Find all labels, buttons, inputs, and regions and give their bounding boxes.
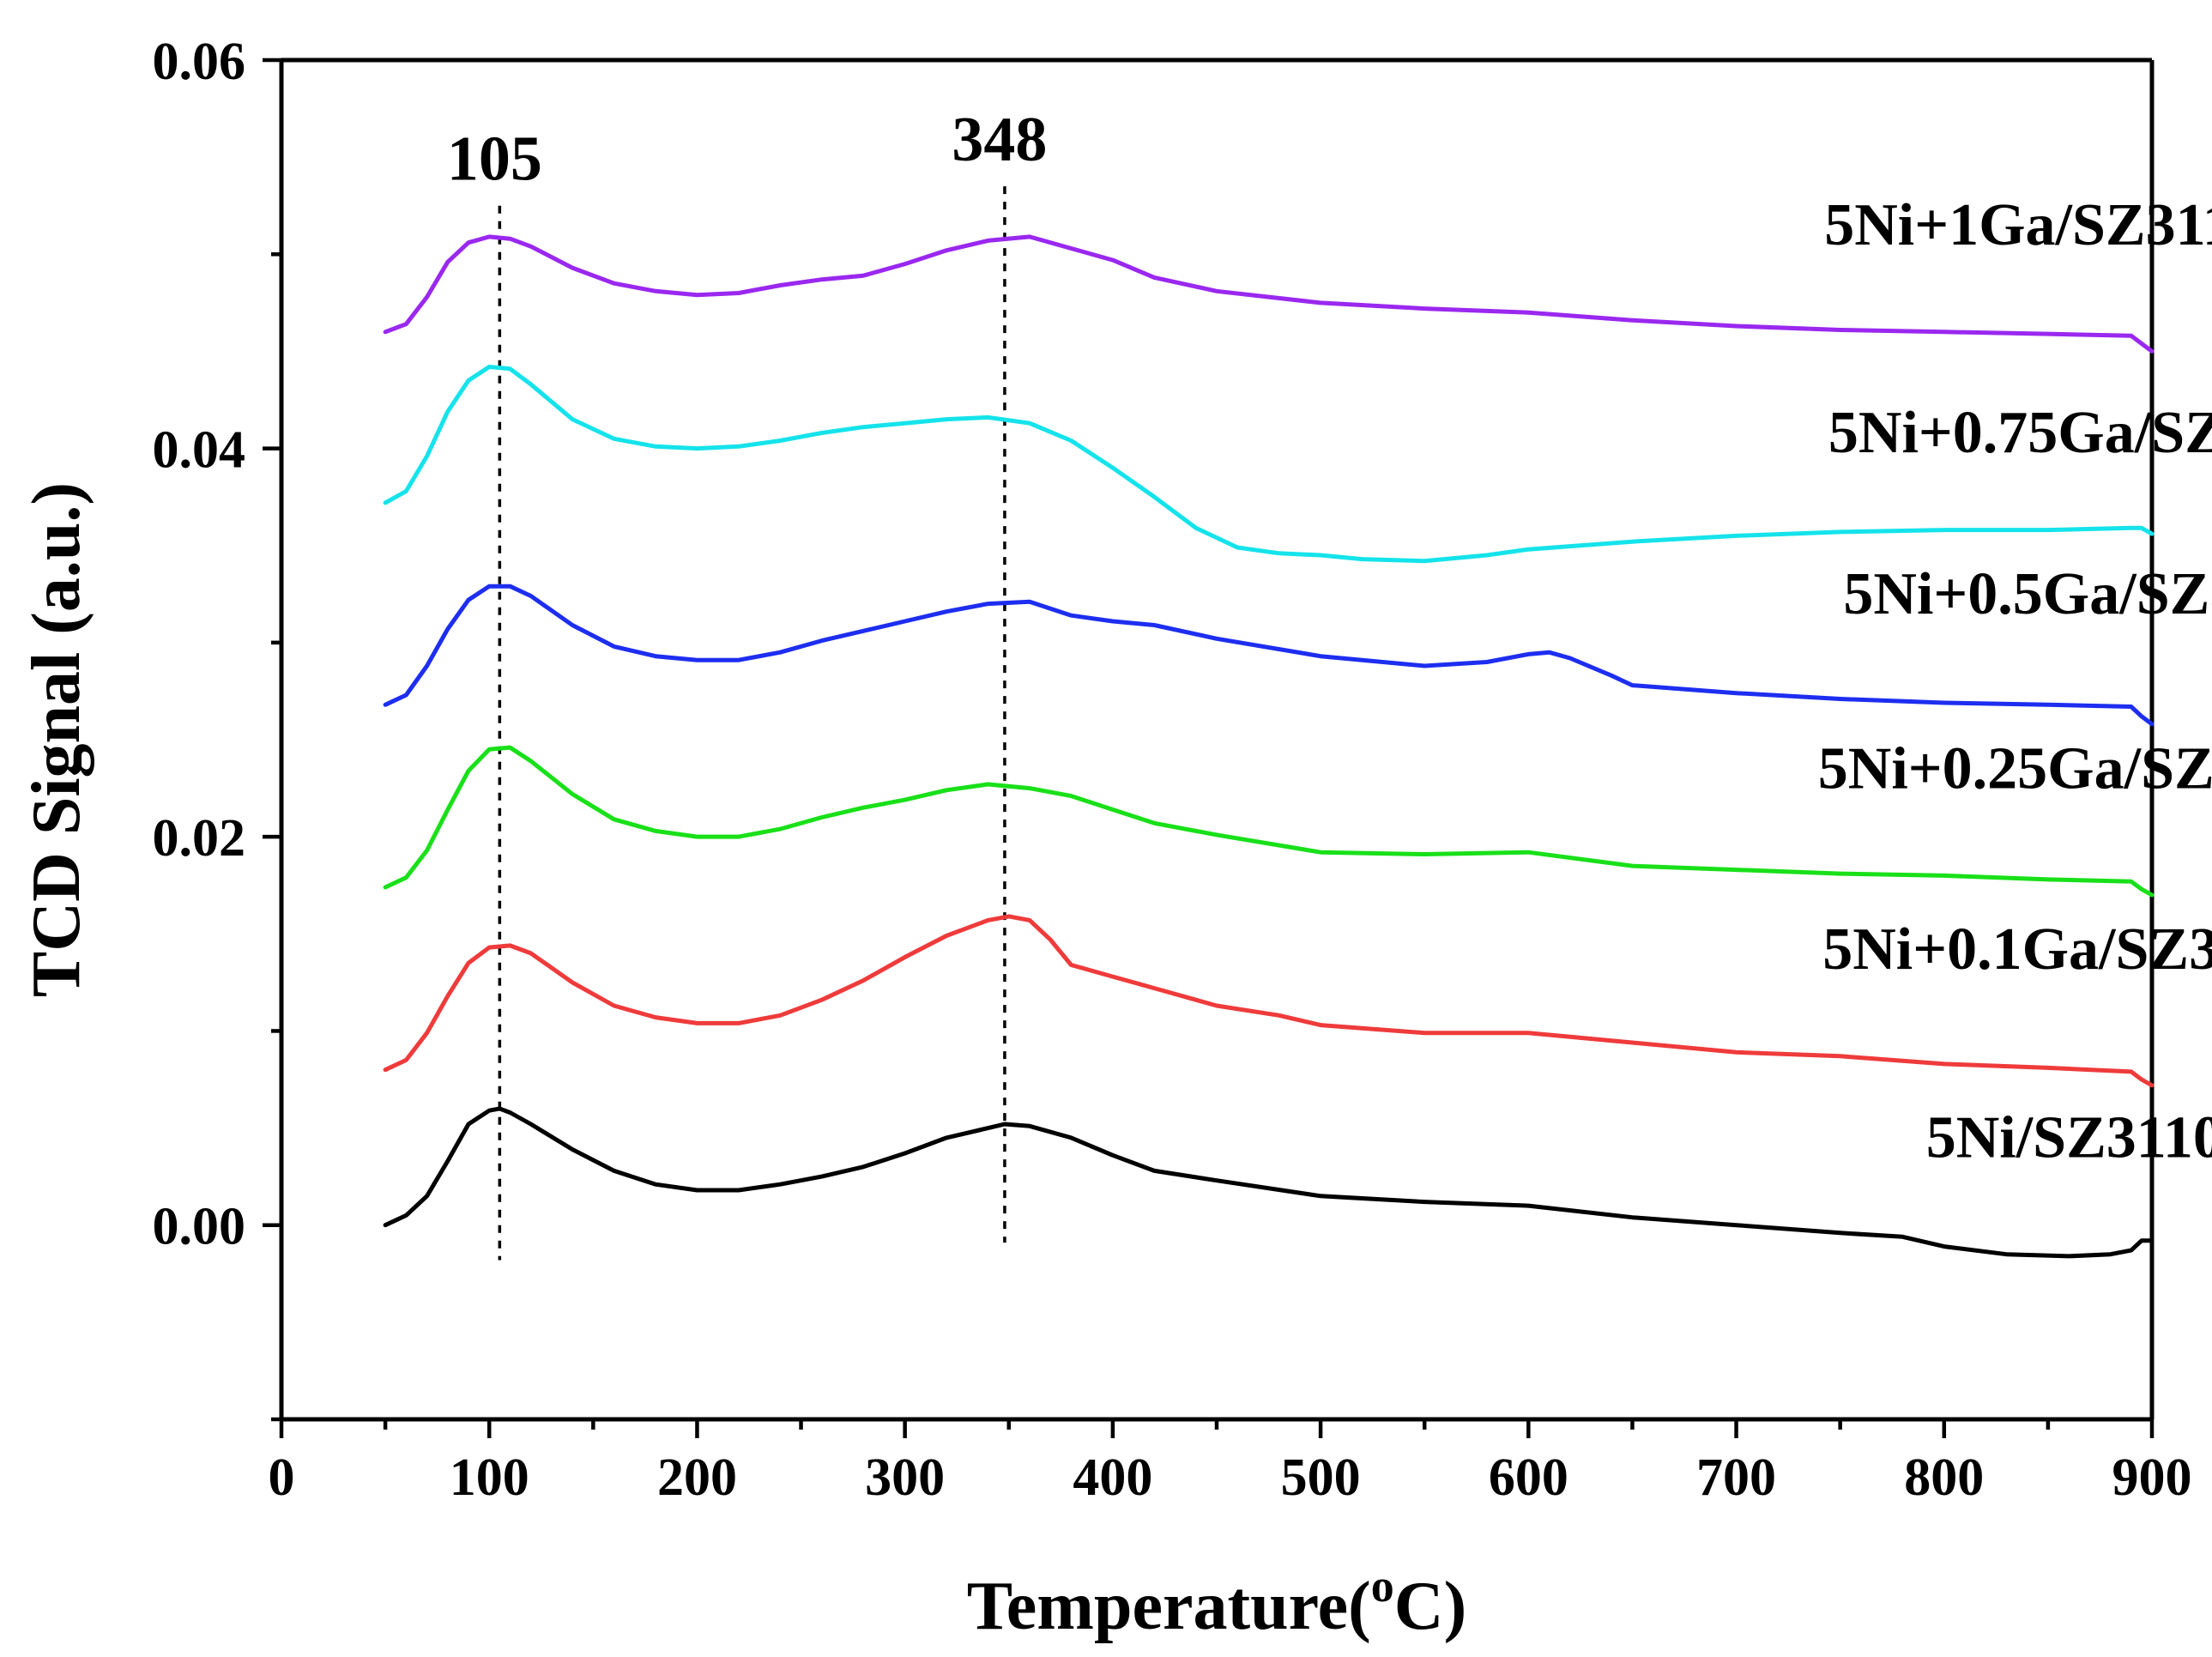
reference-label-105: 105 (447, 124, 542, 195)
series-line-5ni-1ga-sz31107 (383, 234, 2155, 354)
series-line-5ni-0-5ga-sz31107 (383, 584, 2155, 727)
x-tick-label-200: 200 (657, 1448, 737, 1507)
x-tick-label-300: 300 (865, 1448, 945, 1507)
x-tick-label-600: 600 (1489, 1448, 1568, 1507)
x-tick-label-500: 500 (1281, 1448, 1361, 1507)
y-axis-title: TCD Signal (a.u.) (19, 482, 94, 997)
x-tick-label-100: 100 (450, 1448, 529, 1507)
x-tick-label-400: 400 (1073, 1448, 1152, 1507)
reference-lines-layer: 105 348 (447, 105, 1047, 1261)
x-axis-title-suffix: C) (1394, 1569, 1466, 1644)
x-axis-title: Temperature(oC) (967, 1560, 1466, 1644)
x-axis-title-main: Temperature( (967, 1569, 1371, 1644)
series-line-5ni-0-25ga-sz31107 (383, 745, 2155, 898)
series-label-5ni-0-5ga-sz31107: 5Ni+0.5Ga/SZ31107 (1843, 561, 2212, 627)
x-tick-label-800: 800 (1904, 1448, 1984, 1507)
y-tick-label-0: 0.00 (153, 1198, 246, 1256)
x-tick-label-900: 900 (2112, 1448, 2192, 1507)
series-layer (383, 234, 2155, 1259)
series-label-5ni-0-75ga-sz31107: 5Ni+0.75Ga/SZ31107 (1828, 400, 2212, 466)
ticks-layer: 0 100 200 300 400 500 600 700 800 900 0.00 0.02 0.04… (153, 33, 2192, 1507)
series-label-5ni-0-25ga-sz31107: 5Ni+0.25Ga/SZ31107 (1818, 736, 2212, 802)
series-labels-layer: 5Ni/SZ31107 5Ni+0.1Ga/SZ31107 5Ni+0.25Ga/S… (1818, 192, 2212, 1171)
series-label-5ni-1ga-sz31107: 5Ni+1Ga/SZ31107 (1824, 192, 2212, 258)
x-tick-label-0: 0 (269, 1448, 295, 1507)
series-label-5ni-0-1ga-sz31107: 5Ni+0.1Ga/SZ31107 (1822, 916, 2212, 983)
series-line-5ni-0-75ga-sz31107 (383, 365, 2155, 564)
y-tick-label-1: 0.02 (153, 809, 246, 868)
reference-label-348: 348 (952, 105, 1047, 175)
series-line-5ni-0-1ga-sz31107 (383, 914, 2155, 1088)
series-label-5ni-sz31107: 5Ni/SZ31107 (1926, 1105, 2212, 1171)
y-tick-label-3: 0.06 (153, 33, 246, 91)
y-tick-label-2: 0.04 (153, 421, 246, 480)
x-tick-label-700: 700 (1696, 1448, 1776, 1507)
series-line-5ni-sz31107 (383, 1106, 2155, 1259)
x-axis-title-superscript: o (1371, 1560, 1394, 1612)
